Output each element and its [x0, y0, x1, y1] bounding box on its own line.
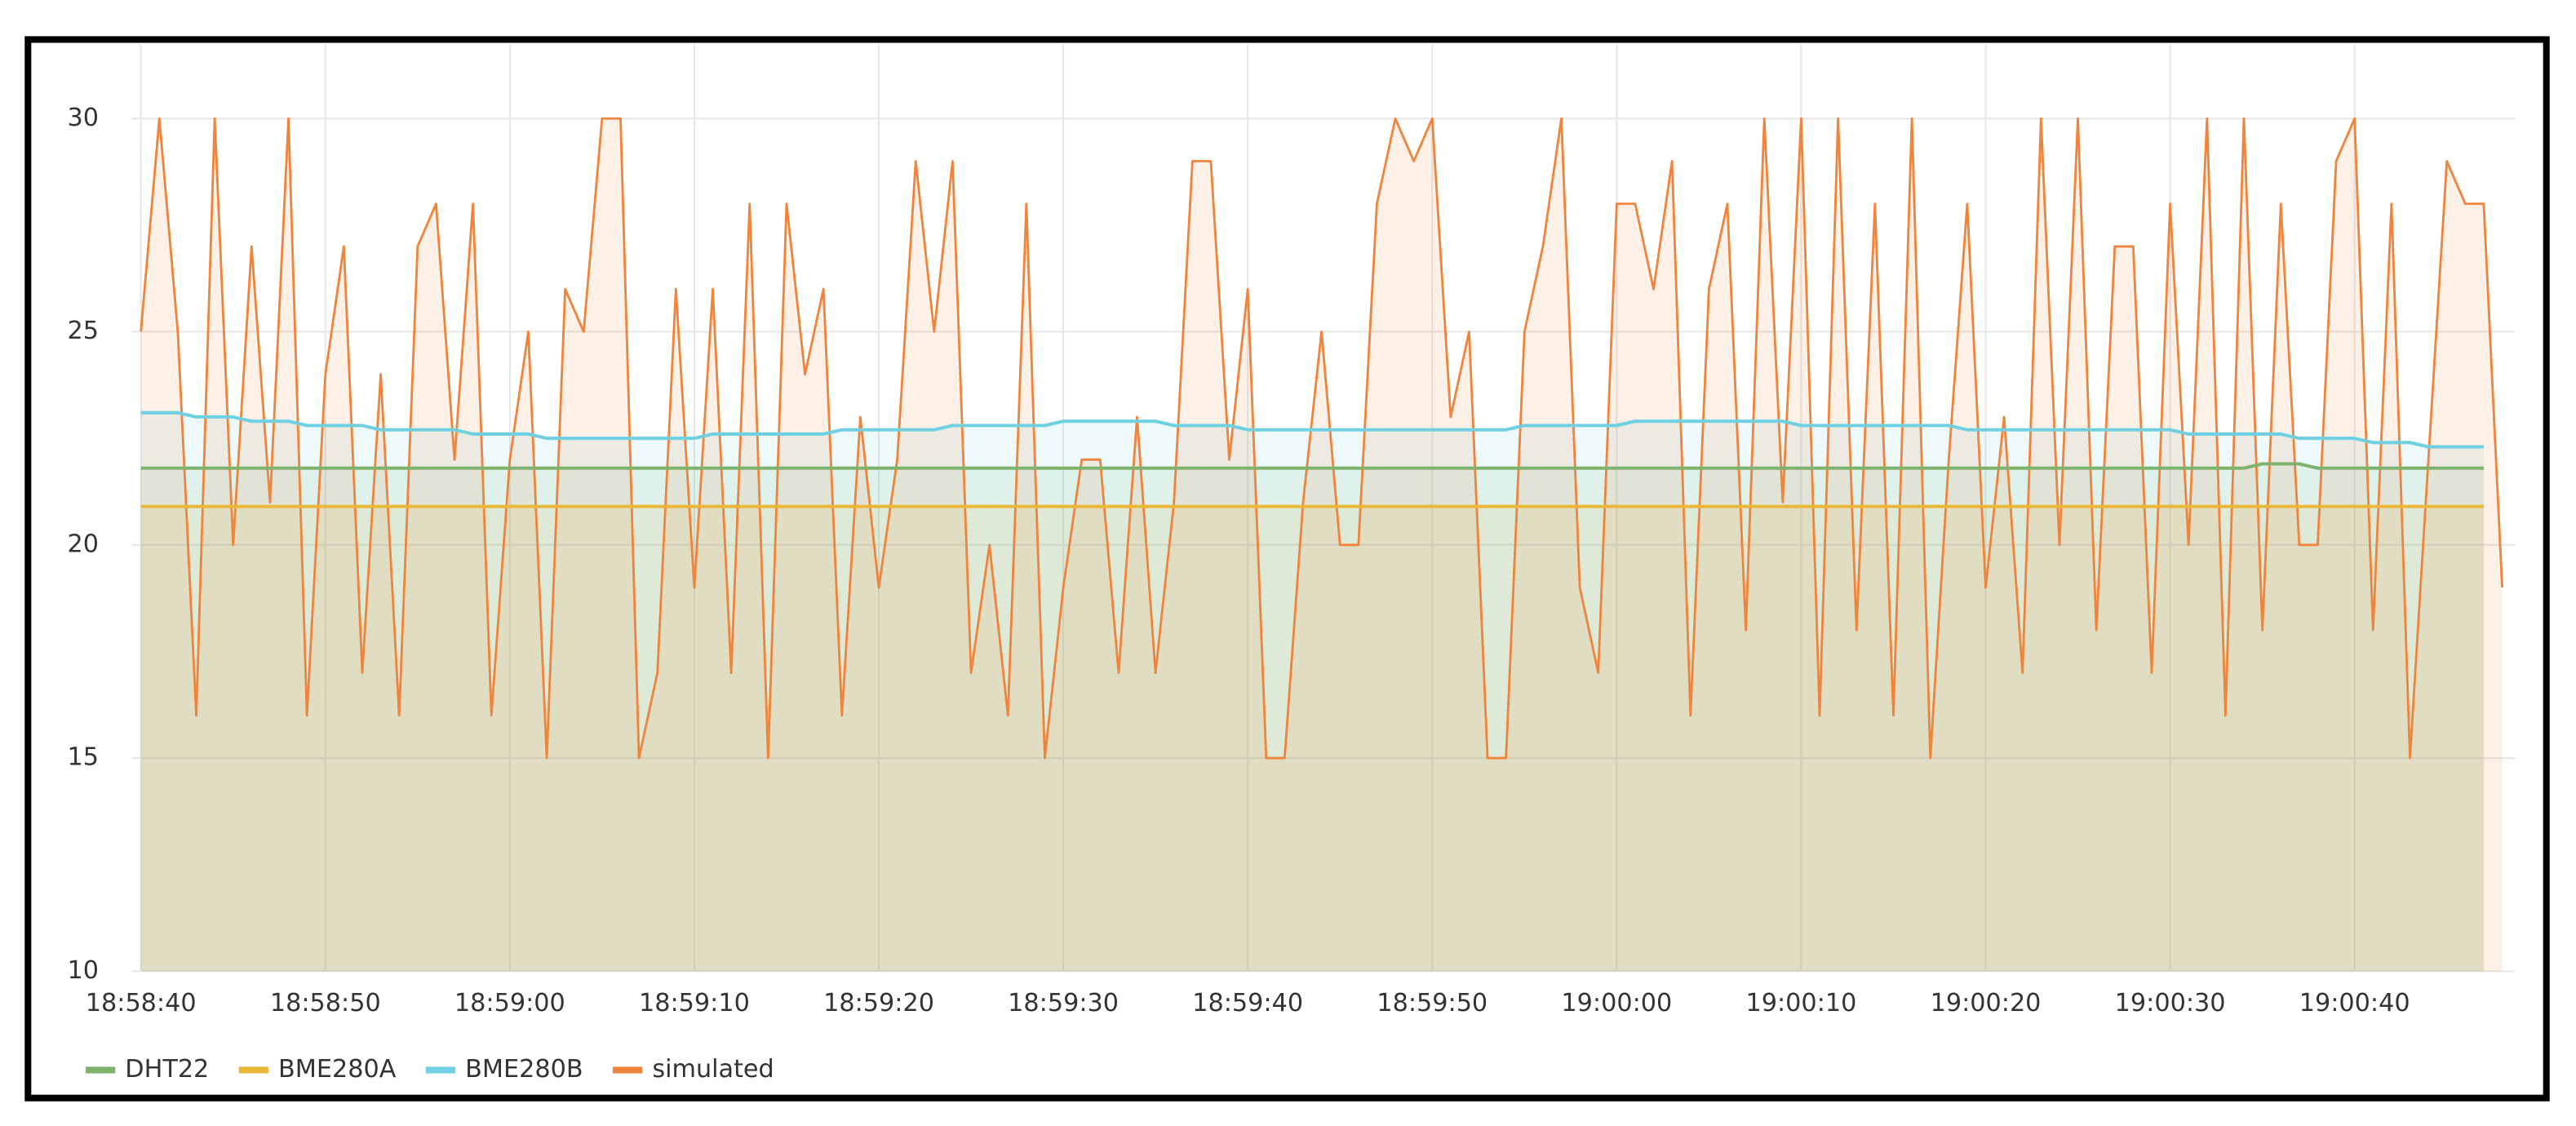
x-tick-label: 19:00:10 [1745, 989, 1856, 1017]
x-tick-label: 19:00:40 [2299, 989, 2410, 1017]
x-tick-label: 18:59:10 [639, 989, 750, 1017]
x-tick-label: 18:59:40 [1192, 989, 1303, 1017]
x-tick-label: 18:58:50 [270, 989, 381, 1017]
frame [24, 36, 2550, 1102]
series-line [140, 462, 2484, 470]
x-tick-label: 18:59:20 [823, 989, 934, 1017]
legend-label: DHT22 [125, 1055, 209, 1084]
x-tick-label: 19:00:30 [2115, 989, 2226, 1017]
y-tick-label: 20 [68, 530, 99, 558]
x-tick-label: 19:00:00 [1561, 989, 1672, 1017]
legend-label: BME280B [465, 1055, 583, 1084]
legend-label: BME280A [278, 1055, 397, 1084]
series-line [140, 117, 2503, 760]
y-tick-label: 15 [68, 743, 99, 772]
x-tick-label: 18:58:40 [86, 989, 197, 1017]
y-tick-label: 30 [68, 104, 99, 132]
y-tick-label: 10 [68, 956, 99, 985]
y-tick-label: 25 [68, 317, 99, 345]
legend-label: simulated [652, 1055, 774, 1084]
x-tick-label: 18:59:00 [454, 989, 565, 1017]
x-tick-label: 18:59:50 [1377, 989, 1488, 1017]
series-line [140, 410, 2484, 449]
area-fill [140, 506, 2484, 972]
area-fill [140, 118, 2503, 972]
x-tick-label: 19:00:20 [1931, 989, 2042, 1017]
x-tick-label: 18:59:30 [1008, 989, 1119, 1017]
